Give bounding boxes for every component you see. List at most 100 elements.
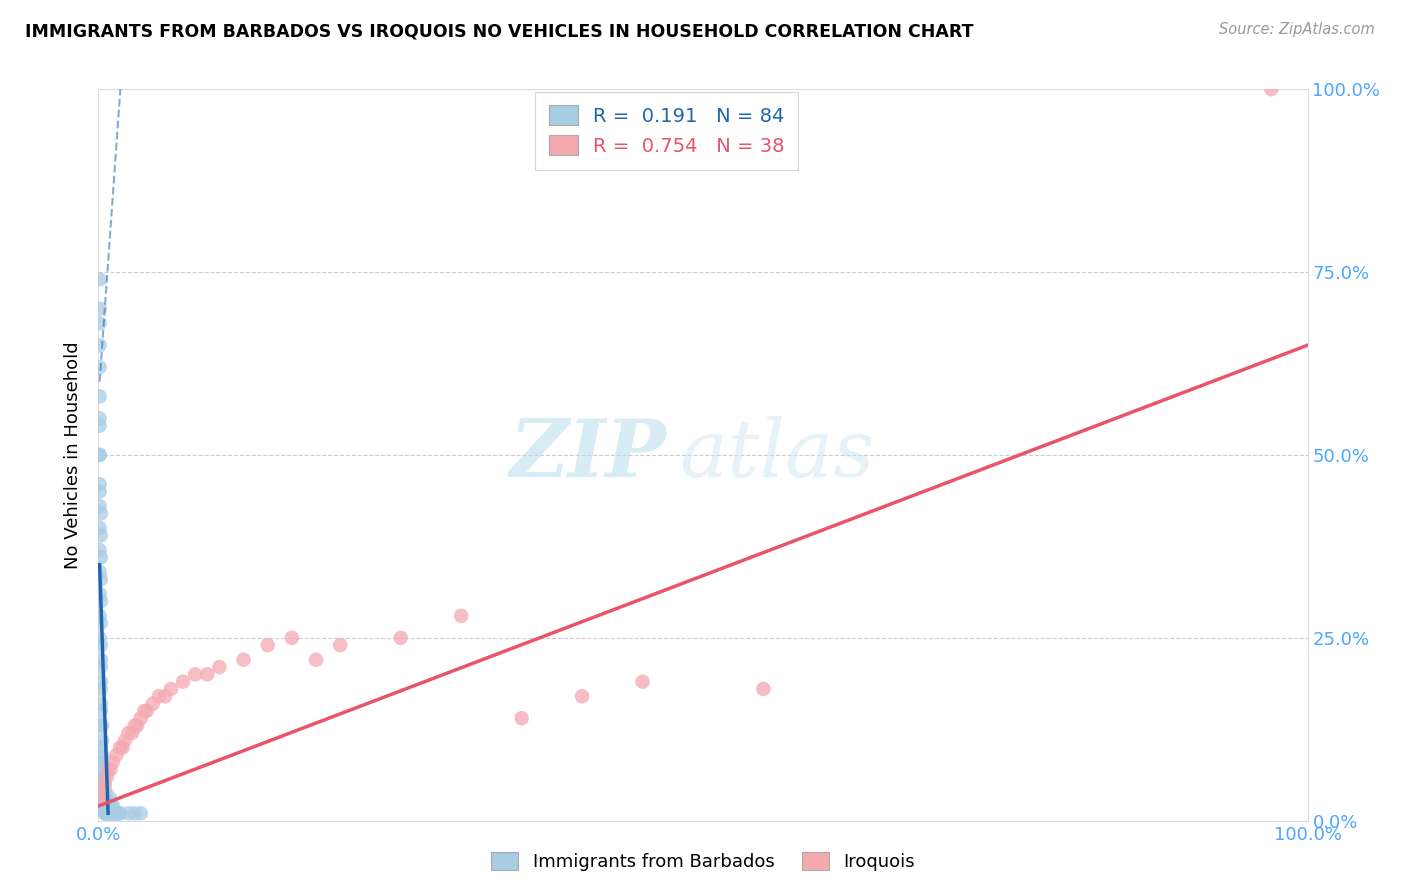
Point <box>134 704 156 718</box>
Point <box>108 740 131 755</box>
Point <box>89 543 111 558</box>
Point <box>329 638 352 652</box>
Point <box>148 690 170 704</box>
Point <box>91 784 114 798</box>
Point <box>91 784 114 798</box>
Point <box>118 806 141 821</box>
Point <box>90 718 112 732</box>
Point <box>90 572 112 586</box>
Point <box>129 806 152 821</box>
Point <box>91 770 114 784</box>
Point <box>127 718 149 732</box>
Point <box>89 389 111 403</box>
Point <box>90 550 112 565</box>
Point <box>232 653 254 667</box>
Point <box>510 711 533 725</box>
Point <box>89 631 111 645</box>
Point <box>100 763 122 777</box>
Point <box>124 806 146 821</box>
Point <box>101 755 124 769</box>
Point <box>89 360 111 375</box>
Point <box>101 806 124 821</box>
Point <box>91 791 114 805</box>
Point <box>94 806 117 821</box>
Point <box>98 799 121 814</box>
Point <box>121 726 143 740</box>
Point <box>90 697 112 711</box>
Point <box>93 777 115 791</box>
Point <box>90 616 112 631</box>
Point <box>90 653 112 667</box>
Text: IMMIGRANTS FROM BARBADOS VS IROQUOIS NO VEHICLES IN HOUSEHOLD CORRELATION CHART: IMMIGRANTS FROM BARBADOS VS IROQUOIS NO … <box>25 22 974 40</box>
Point <box>91 799 114 814</box>
Point <box>89 411 111 425</box>
Point <box>281 631 304 645</box>
Point <box>101 799 124 814</box>
Point <box>91 784 114 798</box>
Point <box>108 806 131 821</box>
Point <box>389 631 412 645</box>
Point <box>91 733 114 747</box>
Legend: Immigrants from Barbados, Iroquois: Immigrants from Barbados, Iroquois <box>484 845 922 879</box>
Text: atlas: atlas <box>679 417 875 493</box>
Point <box>89 608 111 623</box>
Point <box>100 799 122 814</box>
Point <box>114 733 136 747</box>
Point <box>118 726 141 740</box>
Point <box>90 528 112 542</box>
Point <box>172 674 194 689</box>
Point <box>94 791 117 805</box>
Point <box>105 747 128 762</box>
Point <box>90 740 112 755</box>
Point <box>91 770 114 784</box>
Point <box>90 674 112 689</box>
Point <box>93 777 115 791</box>
Point <box>97 799 120 814</box>
Point <box>97 799 120 814</box>
Point <box>142 697 165 711</box>
Point <box>89 448 111 462</box>
Point <box>631 674 654 689</box>
Point <box>89 477 111 491</box>
Point <box>89 587 111 601</box>
Point <box>89 316 111 330</box>
Point <box>1260 82 1282 96</box>
Point <box>93 806 115 821</box>
Point <box>208 660 231 674</box>
Point <box>93 784 115 798</box>
Point <box>94 784 117 798</box>
Text: ZIP: ZIP <box>510 417 666 493</box>
Point <box>91 777 114 791</box>
Point <box>96 770 118 784</box>
Point <box>94 799 117 814</box>
Point <box>93 791 115 805</box>
Point <box>89 484 111 499</box>
Point <box>89 448 111 462</box>
Y-axis label: No Vehicles in Household: No Vehicles in Household <box>65 341 83 569</box>
Point <box>256 638 278 652</box>
Point <box>91 777 114 791</box>
Point <box>90 594 112 608</box>
Point <box>124 718 146 732</box>
Point <box>91 755 114 769</box>
Point <box>89 521 111 535</box>
Point <box>91 755 114 769</box>
Point <box>91 784 114 798</box>
Point <box>100 791 122 805</box>
Point <box>135 704 157 718</box>
Point <box>90 681 112 696</box>
Point <box>96 791 118 805</box>
Text: Source: ZipAtlas.com: Source: ZipAtlas.com <box>1219 22 1375 37</box>
Point <box>105 806 128 821</box>
Point <box>89 565 111 579</box>
Point <box>160 681 183 696</box>
Point <box>97 763 120 777</box>
Point <box>450 608 472 623</box>
Point <box>111 740 134 755</box>
Point <box>752 681 775 696</box>
Point <box>91 718 114 732</box>
Point <box>91 763 114 777</box>
Point <box>90 638 112 652</box>
Point <box>89 301 111 316</box>
Point <box>93 799 115 814</box>
